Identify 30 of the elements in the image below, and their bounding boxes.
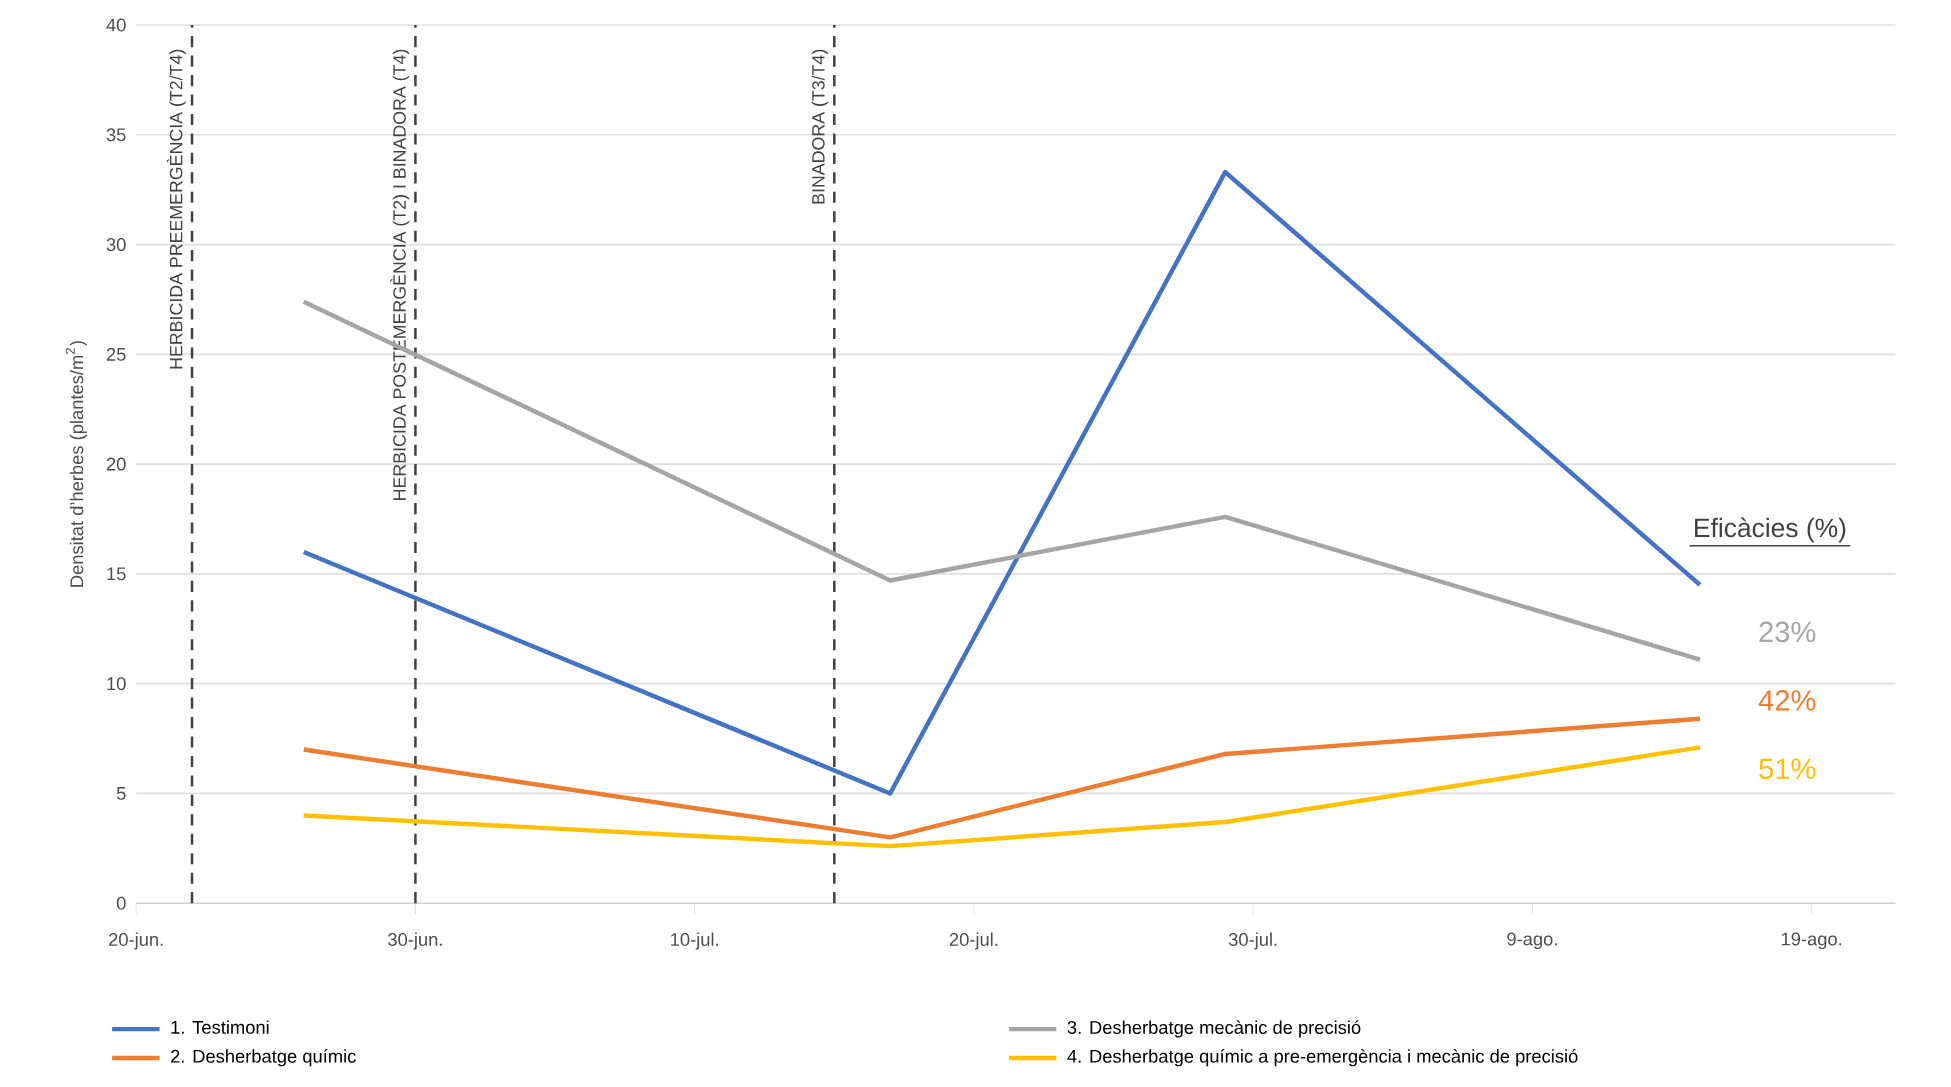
x-tick-label: 30-jul. bbox=[1228, 932, 1277, 950]
annotation: Eficàcies (%) bbox=[1695, 517, 1846, 543]
y-tick-label: 40 bbox=[106, 18, 126, 32]
annotation: 42% bbox=[1758, 690, 1816, 711]
y-tick-label: 5 bbox=[116, 787, 126, 801]
ref-line-label: BINADORA (T3/T4) bbox=[811, 49, 829, 204]
y-tick-label: 0 bbox=[116, 896, 126, 910]
y-tick-label: 25 bbox=[106, 348, 126, 361]
y-tick-label: 30 bbox=[106, 238, 126, 252]
x-tick-label: 30-jun. bbox=[388, 932, 442, 950]
annotation: 51% bbox=[1759, 758, 1816, 780]
y-tick-label: 20 bbox=[106, 457, 126, 471]
ref-line-label: HERBICIDA PREEMERGÈNCIA (T2/T4) bbox=[166, 49, 186, 369]
y-axis-title: Densitat d’herbes (plantes/m$^{2}$) bbox=[65, 341, 87, 587]
y-tick-label: 10 bbox=[107, 677, 126, 691]
line-series bbox=[301, 745, 1703, 849]
ref-line-label: HERBICIDA POSTEMERGÈNCIA (T2) I BINADORA (T4) bbox=[390, 49, 410, 501]
annotation: 23% bbox=[1759, 621, 1816, 643]
x-tick-label: 9-ago. bbox=[1507, 932, 1557, 950]
x-tick-label: 20-jun. bbox=[109, 932, 163, 950]
y-tick-label: 35 bbox=[106, 128, 126, 142]
legend-label: 3. Desherbatge mecànic de precisió bbox=[1067, 1020, 1361, 1038]
x-tick-label: 19-ago. bbox=[1781, 932, 1842, 950]
x-tick-label: 10-jul. bbox=[671, 932, 718, 950]
y-tick-label: 15 bbox=[107, 567, 126, 581]
x-tick-label: 20-jul. bbox=[949, 932, 998, 950]
line-series bbox=[301, 716, 1703, 840]
legend-label: 2. Desherbatge químic bbox=[171, 1049, 356, 1067]
legend-label: 1. Testimoni bbox=[171, 1020, 269, 1035]
legend-label: 4. Desherbatge químic a pre-emergència i mecànic de precisió bbox=[1067, 1049, 1578, 1067]
